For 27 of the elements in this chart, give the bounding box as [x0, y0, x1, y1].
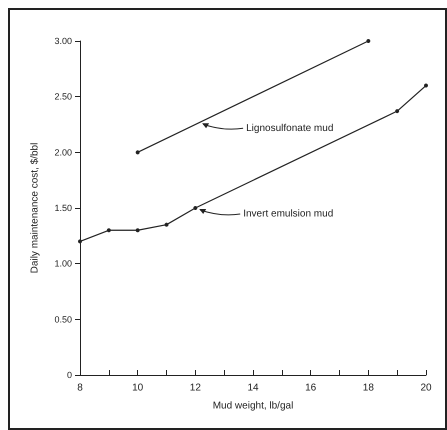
x-tick-label: 8 [77, 382, 84, 394]
y-tick-label: 1.50 [54, 203, 72, 213]
x-tick-label: 16 [305, 382, 317, 394]
y-tick-label: 0 [66, 370, 72, 380]
point [424, 84, 428, 88]
y-tick-label: 2.00 [54, 147, 72, 158]
x-tick-label: 14 [247, 382, 259, 394]
y-axis-title: Daily maintenance cost, $/bbl [30, 142, 40, 274]
y-tick-label: 3.00 [54, 36, 72, 46]
annotation: Lignosulfonate mud [246, 122, 334, 134]
point [78, 239, 82, 244]
x-tick-label: 12 [190, 382, 202, 394]
x-tick-label: 20 [420, 382, 432, 394]
x-tick-label: 10 [132, 382, 144, 394]
y-tick-label: 2.50 [54, 92, 72, 102]
point [106, 228, 111, 232]
point [136, 150, 140, 154]
point [366, 39, 370, 43]
point [395, 109, 400, 114]
point [136, 228, 140, 232]
point [193, 206, 198, 210]
point [164, 222, 168, 227]
x-tick-label: 18 [362, 382, 374, 394]
y-tick-label: 1.00 [54, 258, 72, 269]
y-tick-label: 0.50 [54, 314, 72, 324]
annotation: Invert emulsion mud [243, 208, 334, 220]
x-axis-title: Mud weight, lb/gal [212, 400, 294, 412]
